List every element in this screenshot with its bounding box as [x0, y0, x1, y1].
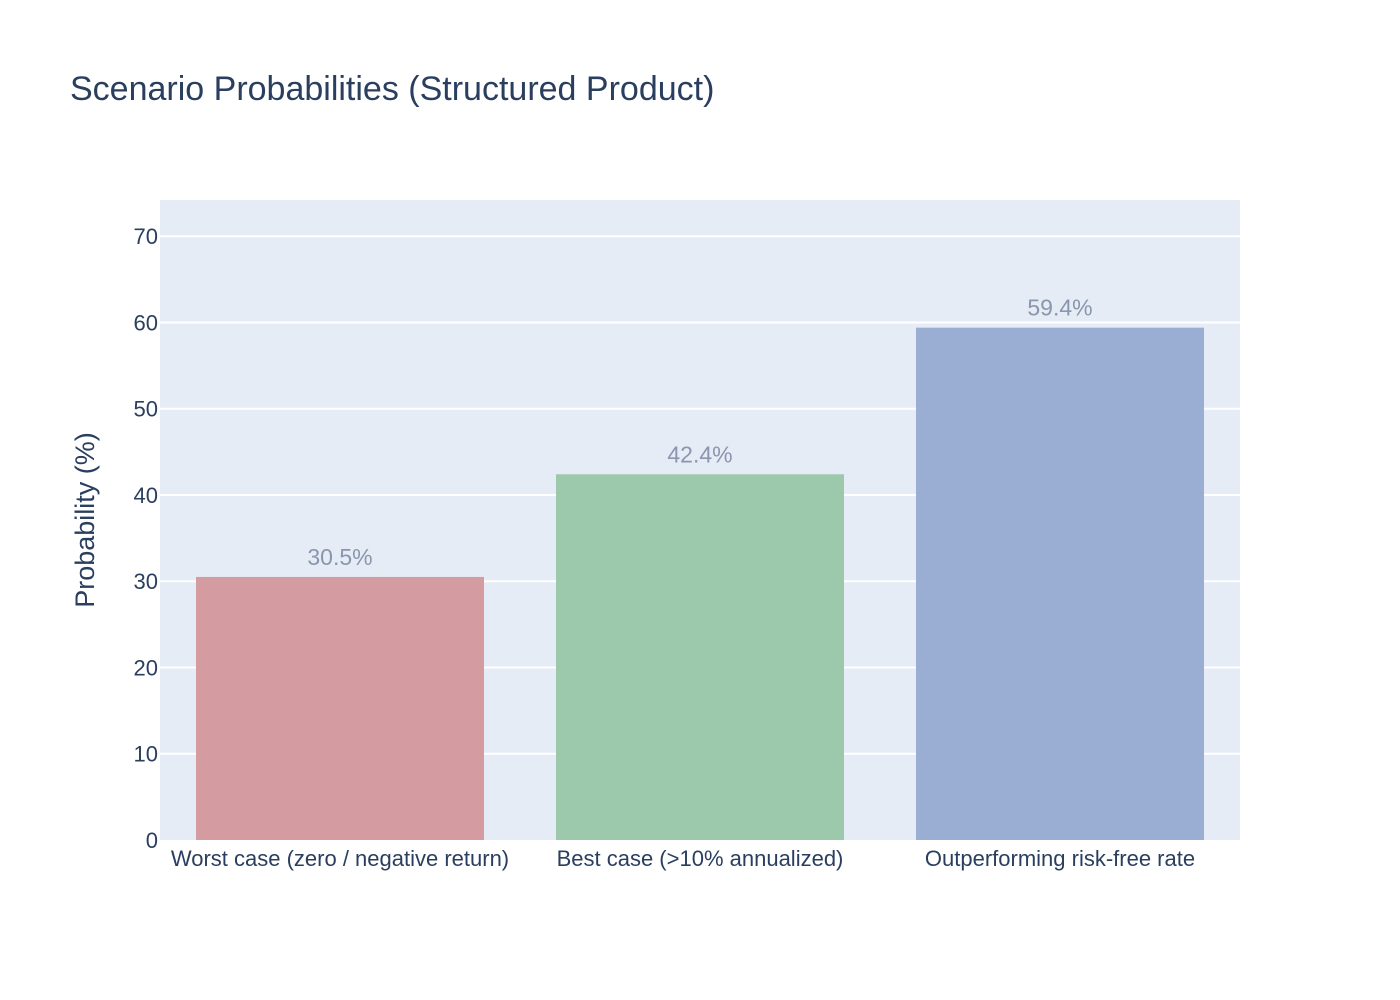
- x-tick-label: Best case (>10% annualized): [557, 846, 844, 871]
- bar-data-label: 42.4%: [667, 441, 732, 467]
- y-axis-ticks: 0 10 20 30 40 50 60 70: [134, 224, 158, 853]
- bar: [556, 474, 844, 840]
- bar-data-label: 30.5%: [307, 544, 372, 570]
- y-tick-label: 50: [134, 397, 158, 422]
- y-tick-label: 70: [134, 224, 158, 249]
- y-axis-title: Probability (%): [70, 432, 100, 608]
- bars: [196, 327, 1204, 840]
- y-tick-label: 0: [146, 828, 158, 853]
- y-tick-label: 60: [134, 310, 158, 335]
- x-tick-label: Worst case (zero / negative return): [171, 846, 509, 871]
- y-tick-label: 10: [134, 742, 158, 767]
- bar-data-label: 59.4%: [1027, 295, 1092, 321]
- chart-title: Scenario Probabilities (Structured Produ…: [70, 70, 714, 108]
- y-tick-label: 20: [134, 655, 158, 680]
- y-tick-label: 40: [134, 483, 158, 508]
- x-tick-label: Outperforming risk-free rate: [925, 846, 1195, 871]
- y-tick-label: 30: [134, 569, 158, 594]
- data-labels: 30.5% 42.4% 59.4%: [307, 295, 1092, 570]
- bar: [196, 576, 484, 840]
- x-axis-ticks: Worst case (zero / negative return) Best …: [171, 846, 1195, 871]
- bar: [916, 327, 1204, 840]
